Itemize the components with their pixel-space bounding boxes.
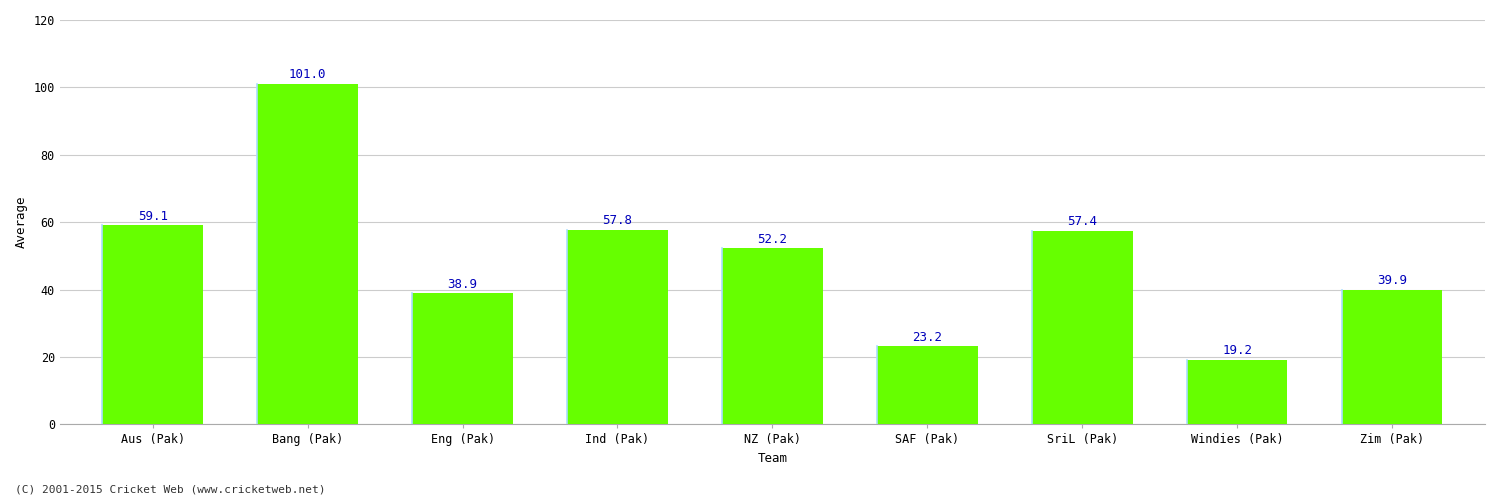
Text: 57.8: 57.8: [603, 214, 633, 227]
Text: 19.2: 19.2: [1222, 344, 1252, 357]
Bar: [1032, 231, 1132, 424]
Bar: [1341, 290, 1443, 424]
Bar: [258, 84, 358, 424]
Bar: [722, 248, 822, 424]
Bar: [102, 225, 202, 424]
Text: 38.9: 38.9: [447, 278, 477, 290]
X-axis label: Team: Team: [758, 452, 788, 465]
Text: 23.2: 23.2: [912, 330, 942, 344]
Bar: [878, 346, 978, 424]
Text: 52.2: 52.2: [758, 233, 788, 246]
Text: 39.9: 39.9: [1377, 274, 1407, 287]
Y-axis label: Average: Average: [15, 196, 28, 248]
Bar: [413, 294, 513, 424]
Text: 101.0: 101.0: [290, 68, 327, 82]
Bar: [1186, 360, 1287, 424]
Text: 57.4: 57.4: [1066, 216, 1096, 228]
Text: 59.1: 59.1: [138, 210, 168, 222]
Bar: [567, 230, 668, 424]
Text: (C) 2001-2015 Cricket Web (www.cricketweb.net): (C) 2001-2015 Cricket Web (www.cricketwe…: [15, 485, 326, 495]
